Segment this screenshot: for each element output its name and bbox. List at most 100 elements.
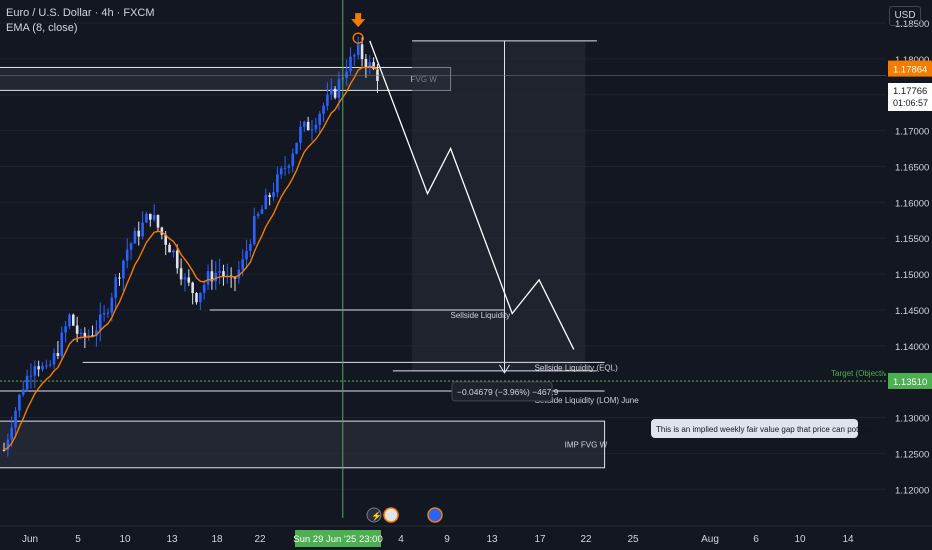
- candle-body: [326, 94, 329, 106]
- candle-body: [279, 168, 283, 175]
- projection-path[interactable]: [369, 40, 575, 350]
- measure-arrow-head: [499, 364, 510, 374]
- annotation-box[interactable]: [651, 419, 858, 438]
- candle-body: [264, 195, 268, 210]
- candle-body: [318, 113, 321, 125]
- price-axis-tick: 1.16500: [895, 162, 929, 173]
- candle-body: [72, 314, 75, 326]
- candle-body: [191, 282, 194, 294]
- eu-flag-icon[interactable]: [427, 507, 443, 523]
- candle-body: [364, 59, 368, 68]
- measure-label-box: [451, 381, 553, 402]
- candle-body: [333, 88, 337, 98]
- candle-body: [141, 222, 144, 237]
- candle-body: [345, 71, 348, 78]
- candle-body: [202, 284, 206, 293]
- candle-body: [95, 330, 98, 336]
- candle-body: [110, 297, 114, 313]
- annotation-text: This is an implied weekly fair value gap…: [656, 425, 917, 434]
- candle-body: [260, 209, 264, 214]
- symbol-title[interactable]: Euro / U.S. Dollar · 4h · FXCM: [6, 7, 155, 19]
- candle-body: [149, 213, 152, 220]
- candle-body: [10, 427, 13, 440]
- candle-body: [183, 277, 187, 280]
- candle-body: [322, 105, 325, 114]
- candle-body: [145, 213, 148, 223]
- candle-body: [25, 375, 29, 390]
- candle-body: [195, 293, 198, 303]
- price-axis-tick: 1.18500: [895, 19, 929, 30]
- time-axis[interactable]: [0, 526, 932, 550]
- liquidity-level-label: Sellside Liquidity (EQL): [535, 363, 618, 372]
- candle-body: [129, 243, 133, 250]
- current-price-label: 1.17766: [893, 86, 927, 97]
- fvg-zone-box[interactable]: [0, 420, 606, 469]
- candle-body: [68, 314, 71, 327]
- candle-body: [33, 366, 37, 376]
- candle-body: [75, 325, 79, 334]
- current-price-badge: [888, 83, 932, 111]
- candle-body: [98, 314, 102, 331]
- candle-body: [79, 332, 83, 334]
- candle-body: [102, 313, 106, 315]
- lightning-icon[interactable]: [366, 507, 382, 523]
- candle-body: [283, 167, 287, 169]
- time-axis-tick: 22: [254, 534, 266, 545]
- candle-body: [41, 366, 44, 370]
- candle-body: [349, 56, 352, 72]
- candle-body: [310, 129, 314, 131]
- price-axis-tick: 1.15000: [895, 270, 929, 281]
- time-axis-tick: 13: [486, 534, 498, 545]
- time-axis-tick: 9: [444, 534, 450, 545]
- crosshair-time-badge: [295, 530, 381, 547]
- ema-indicator-label[interactable]: EMA (8, close): [6, 22, 78, 34]
- currency-button[interactable]: USD: [889, 6, 921, 26]
- candle-body: [187, 277, 191, 283]
- candle-body: [268, 195, 271, 197]
- last-price-label: 1.17864: [893, 65, 927, 76]
- time-axis-tick: 4: [398, 534, 404, 545]
- candle-body: [237, 269, 241, 279]
- price-axis-tick: 1.14000: [895, 342, 929, 353]
- price-axis-tick: 1.15500: [895, 234, 929, 245]
- candle-body: [353, 55, 356, 57]
- candle-body: [241, 259, 244, 270]
- liquidity-level-label: Sellside Liquidity: [451, 311, 511, 320]
- candle-body: [37, 366, 40, 370]
- price-axis-tick: 1.18000: [895, 55, 929, 66]
- price-axis-tick: 1.16000: [895, 198, 929, 209]
- candle-body: [175, 250, 179, 269]
- chart-legend: Euro / U.S. Dollar · 4h · FXCM EMA (8, c…: [6, 6, 155, 36]
- candle-body: [172, 250, 175, 253]
- candle-body: [122, 260, 125, 279]
- candle-body: [295, 142, 298, 154]
- time-axis-tick: 10: [119, 534, 131, 545]
- candle-body: [164, 234, 167, 245]
- candle-body: [337, 79, 341, 98]
- candle-body: [210, 271, 214, 282]
- candle-body: [303, 121, 306, 127]
- last-price-badge: [888, 60, 932, 77]
- target-price-badge: [888, 372, 932, 389]
- fvg-zone-box[interactable]: [0, 66, 452, 91]
- candle-body: [368, 62, 372, 68]
- candle-body: [245, 251, 248, 260]
- candle-body: [360, 44, 364, 60]
- candle-body: [14, 410, 17, 428]
- candle-body: [160, 227, 164, 235]
- candle-body: [168, 244, 171, 253]
- candle-body: [214, 272, 218, 282]
- fvg-zone-label: IMP FVG W: [565, 440, 608, 449]
- time-axis-tick: 22: [580, 534, 592, 545]
- candle-body: [306, 121, 310, 131]
- candle-body: [152, 215, 156, 220]
- us-flag-icon[interactable]: [383, 507, 399, 523]
- down-arrow-icon: [351, 13, 366, 28]
- candle-body: [329, 88, 333, 95]
- candle-body: [206, 271, 210, 285]
- candle-body: [276, 174, 279, 193]
- time-axis-tick: 17: [534, 534, 546, 545]
- measure-label: −0.04679 (−3.96%) −467.9: [457, 387, 559, 397]
- candle-body: [83, 332, 87, 338]
